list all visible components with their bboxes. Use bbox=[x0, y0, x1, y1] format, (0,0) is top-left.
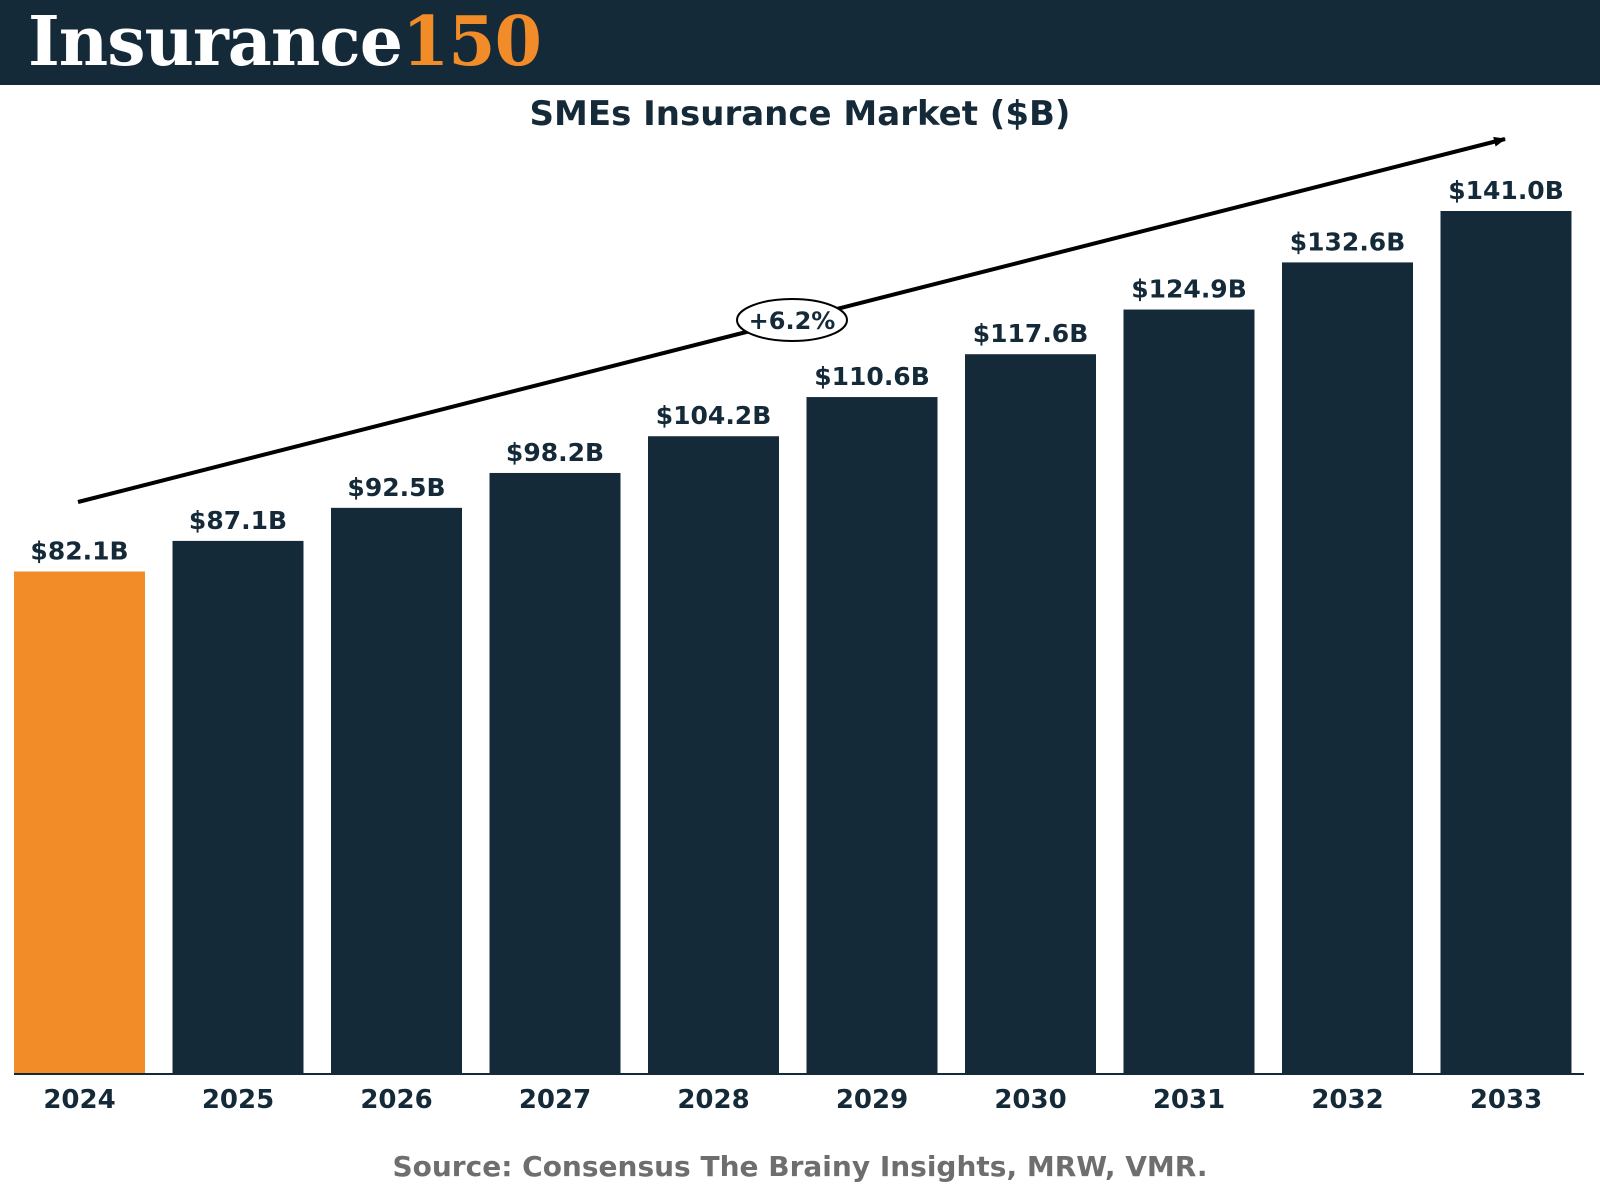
value-label-2024: $82.1B bbox=[30, 537, 128, 566]
value-label-2033: $141.0B bbox=[1448, 176, 1564, 205]
x-tick-2024: 2024 bbox=[43, 1085, 115, 1115]
value-label-2031: $124.9B bbox=[1131, 275, 1247, 304]
x-tick-2028: 2028 bbox=[677, 1085, 749, 1115]
x-tick-2027: 2027 bbox=[519, 1085, 591, 1115]
chart-title: SMEs Insurance Market ($B) bbox=[529, 94, 1071, 134]
bar-2031 bbox=[1123, 309, 1255, 1074]
bar-2033 bbox=[1440, 211, 1572, 1074]
bar-2025 bbox=[172, 540, 304, 1074]
value-label-2025: $87.1B bbox=[189, 506, 287, 535]
x-tick-2032: 2032 bbox=[1311, 1085, 1383, 1115]
value-label-2027: $98.2B bbox=[506, 438, 604, 467]
x-tick-2029: 2029 bbox=[836, 1085, 908, 1115]
x-tick-2026: 2026 bbox=[360, 1085, 432, 1115]
bar-chart: $82.1B 2024 $87.1B 2025 $92.5B 2026 $98.2B 2027… bbox=[14, 136, 1584, 1115]
brand-logo-word: Insurance bbox=[28, 2, 403, 82]
cagr-label: +6.2% bbox=[749, 307, 836, 335]
value-label-2026: $92.5B bbox=[347, 473, 445, 502]
cagr-badge bbox=[736, 298, 848, 342]
value-label-2032: $132.6B bbox=[1290, 227, 1406, 256]
bar-2027 bbox=[489, 472, 621, 1074]
bar-2026 bbox=[331, 507, 462, 1074]
brand-logo-number: 150 bbox=[401, 2, 542, 82]
source-note: Source: Consensus The Brainy Insights, M… bbox=[392, 1150, 1208, 1183]
brand-logo: Insurance150 bbox=[28, 2, 542, 82]
x-tick-2030: 2030 bbox=[994, 1085, 1066, 1115]
x-tick-2031: 2031 bbox=[1153, 1085, 1225, 1115]
value-label-2028: $104.2B bbox=[656, 401, 772, 430]
bar-2024 bbox=[14, 571, 145, 1074]
x-tick-2033: 2033 bbox=[1470, 1085, 1542, 1115]
value-label-2030: $117.6B bbox=[973, 319, 1089, 348]
x-tick-2025: 2025 bbox=[202, 1085, 274, 1115]
bar-2029 bbox=[806, 397, 938, 1074]
bar-2032 bbox=[1282, 262, 1413, 1074]
bars-layer: $82.1B 2024 $87.1B 2025 $92.5B 2026 $98.2B 2027… bbox=[14, 176, 1572, 1115]
bar-2030 bbox=[965, 354, 1096, 1074]
value-label-2029: $110.6B bbox=[814, 362, 930, 391]
bar-2028 bbox=[648, 436, 779, 1074]
header-bar: Insurance150 bbox=[0, 0, 1600, 85]
